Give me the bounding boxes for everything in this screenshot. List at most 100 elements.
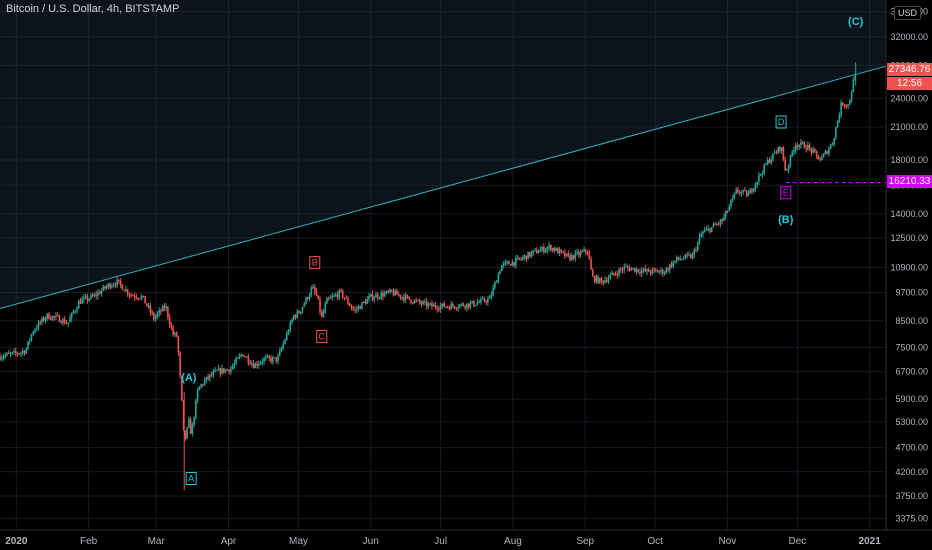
candle-body bbox=[847, 104, 849, 107]
candle-body bbox=[28, 340, 31, 342]
time-axis[interactable]: 2020 Feb Mar Apr May Jun Jul Aug Sep Oct Nov Dec 202… bbox=[0, 529, 932, 550]
candle-body bbox=[854, 75, 856, 81]
candle-body bbox=[111, 285, 113, 288]
candle-body bbox=[44, 318, 47, 321]
candle-body bbox=[313, 286, 316, 292]
candle-body bbox=[794, 145, 797, 151]
time-tick-label: Aug bbox=[504, 536, 522, 547]
candle-body bbox=[298, 311, 300, 314]
candle-body bbox=[292, 315, 295, 320]
candle-body bbox=[62, 319, 64, 324]
candle-body bbox=[142, 295, 145, 297]
price-tick-label: 3750.00 bbox=[895, 491, 928, 501]
candle-body bbox=[476, 302, 479, 306]
candle-body bbox=[0, 356, 1, 360]
candle-body bbox=[275, 357, 278, 362]
candle-body bbox=[242, 354, 244, 357]
currency-label[interactable]: USD bbox=[894, 6, 922, 20]
price-tick-label: 8500.00 bbox=[895, 316, 928, 326]
candle-body bbox=[123, 290, 125, 292]
candle-body bbox=[845, 105, 848, 107]
candle-body bbox=[836, 120, 839, 128]
candle-body bbox=[805, 148, 807, 150]
candle-body bbox=[588, 252, 591, 260]
candle-body bbox=[30, 334, 33, 341]
candle-body bbox=[438, 309, 440, 311]
time-tick-label: Mar bbox=[148, 536, 166, 547]
candle-body bbox=[504, 262, 507, 264]
wave-label: B bbox=[312, 258, 318, 268]
candle-body bbox=[118, 279, 120, 281]
time-tick-label: 2020 bbox=[5, 536, 28, 547]
candle-body bbox=[84, 296, 87, 298]
candle-body bbox=[782, 147, 785, 160]
candle-body bbox=[373, 297, 376, 300]
candle-body bbox=[619, 269, 622, 271]
candle-body bbox=[609, 275, 612, 279]
candle-body bbox=[207, 376, 209, 379]
candle-body bbox=[340, 290, 342, 292]
candle-body bbox=[434, 304, 437, 308]
candle-body bbox=[149, 305, 152, 313]
symbol-title[interactable]: Bitcoin / U.S. Dollar, 4h, BITSTAMP bbox=[6, 3, 180, 15]
candle-body bbox=[355, 309, 358, 311]
candle-body bbox=[494, 282, 496, 288]
candle-body bbox=[586, 252, 589, 254]
candle-body bbox=[611, 272, 613, 276]
candle-body bbox=[167, 306, 169, 318]
candle-body bbox=[128, 294, 131, 296]
candle-body bbox=[642, 268, 645, 271]
candle-body bbox=[70, 313, 73, 319]
price-tick-label: 21000.00 bbox=[890, 122, 928, 132]
candle-body bbox=[779, 146, 781, 151]
candle-body bbox=[21, 350, 24, 353]
candle-body bbox=[224, 369, 227, 373]
wave-label: E bbox=[783, 188, 789, 198]
price-axis[interactable]: 36000.0032000.0028000.0024000.0021000.00… bbox=[885, 0, 932, 550]
candle-body bbox=[202, 384, 204, 386]
candle-body bbox=[240, 354, 243, 356]
candle-body bbox=[562, 251, 564, 253]
candle-body bbox=[209, 374, 211, 379]
candle-body bbox=[758, 174, 760, 182]
candle-body bbox=[752, 188, 755, 192]
candle-body bbox=[79, 301, 82, 304]
candle-body bbox=[55, 315, 57, 317]
candle-body bbox=[2, 356, 5, 358]
candle-body bbox=[630, 268, 633, 271]
candle-body bbox=[817, 155, 820, 160]
candle-body bbox=[744, 190, 746, 192]
candle-body bbox=[663, 272, 666, 274]
candle-series bbox=[0, 62, 857, 491]
candle-body bbox=[238, 355, 241, 358]
candle-body bbox=[343, 297, 346, 299]
candle-body bbox=[551, 248, 554, 251]
candle-body bbox=[525, 255, 528, 260]
candle-body bbox=[576, 252, 578, 254]
candle-body bbox=[392, 291, 395, 296]
candle-body bbox=[647, 269, 650, 273]
candle-body bbox=[39, 322, 42, 324]
candle-body bbox=[821, 157, 823, 161]
candle-body bbox=[828, 148, 830, 154]
candle-body bbox=[555, 248, 557, 251]
candle-body bbox=[604, 280, 606, 283]
candle-body bbox=[383, 293, 386, 297]
candle-body bbox=[787, 165, 790, 170]
price-tick-label: 3375.00 bbox=[895, 514, 928, 524]
candle-body bbox=[305, 297, 307, 304]
trend-line[interactable] bbox=[0, 65, 887, 309]
candle-body bbox=[677, 257, 680, 260]
candle-body bbox=[4, 355, 7, 357]
candle-body bbox=[352, 307, 355, 310]
candle-body bbox=[294, 315, 297, 318]
wave-annotations: (A) A B C D E (B) (C) bbox=[181, 16, 864, 485]
candle-body bbox=[334, 294, 337, 296]
candle-body bbox=[301, 306, 304, 312]
candle-body bbox=[53, 316, 56, 318]
candle-body bbox=[756, 181, 758, 184]
candle-body bbox=[347, 298, 349, 304]
candle-body bbox=[772, 153, 774, 160]
